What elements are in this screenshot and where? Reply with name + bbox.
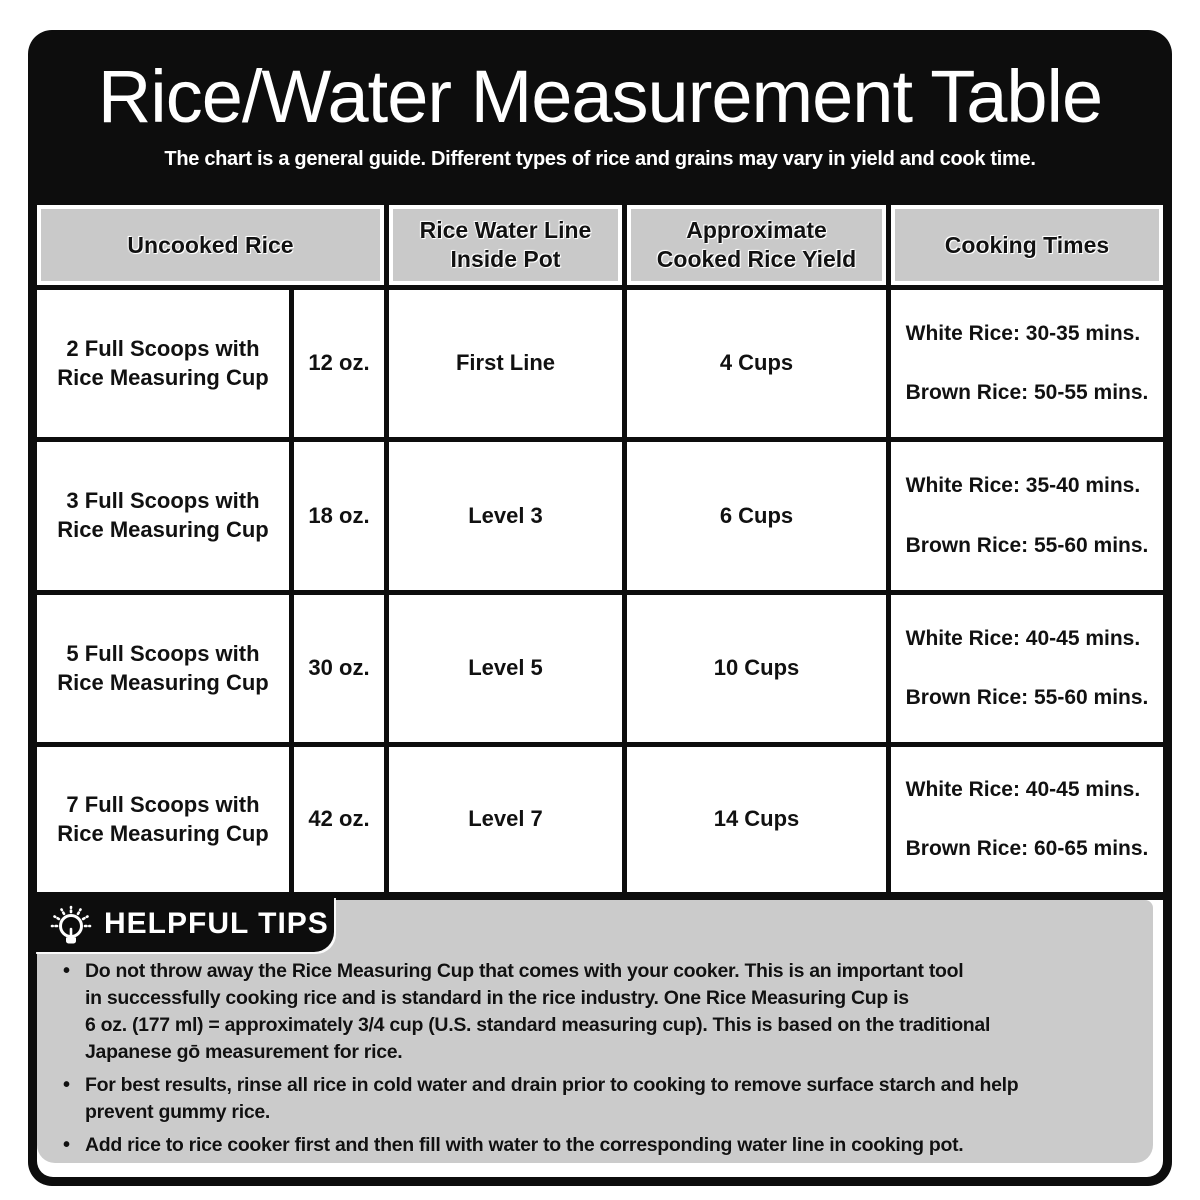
cell-cooking-times: White Rice: 30-35 mins. Brown Rice: 50-5… [891, 290, 1163, 437]
column-header-label: Rice Water Line Inside Pot [393, 209, 618, 281]
column-header-label: Cooking Times [895, 209, 1159, 281]
white-rice-time: White Rice: 35-40 mins. [905, 474, 1141, 498]
cell-scoops: 5 Full Scoops with Rice Measuring Cup [37, 595, 289, 742]
cell-scoops: 2 Full Scoops with Rice Measuring Cup [37, 290, 289, 437]
column-header-water-line: Rice Water Line Inside Pot [389, 205, 622, 285]
cell-cooking-times: White Rice: 40-45 mins. Brown Rice: 60-6… [891, 747, 1163, 892]
measurement-card: Rice/Water Measurement Table The chart i… [28, 30, 1172, 1186]
page-subtitle: The chart is a general guide. Different … [164, 148, 1036, 170]
brown-rice-time: Brown Rice: 60-65 mins. [905, 837, 1149, 861]
cell-yield: 4 Cups [627, 290, 886, 437]
white-rice-time: White Rice: 40-45 mins. [905, 626, 1141, 650]
cell-yield: 10 Cups [627, 595, 886, 742]
white-rice-time: White Rice: 30-35 mins. [905, 321, 1141, 345]
page-title: Rice/Water Measurement Table [97, 55, 1103, 138]
cell-yield: 6 Cups [627, 442, 886, 590]
column-header-uncooked-rice: Uncooked Rice [37, 205, 384, 285]
cell-cooking-times: White Rice: 40-45 mins. Brown Rice: 55-6… [891, 595, 1163, 742]
column-header-yield: Approximate Cooked Rice Yield [627, 205, 886, 285]
bullet: • [63, 1074, 71, 1096]
cell-water-line: Level 7 [389, 747, 622, 892]
tip-text: Add rice to rice cooker first and then f… [85, 1134, 964, 1156]
brown-rice-time: Brown Rice: 50-55 mins. [905, 381, 1149, 405]
cell-ounces: 42 oz. [294, 747, 384, 892]
white-rice-time: White Rice: 40-45 mins. [905, 777, 1141, 801]
lightbulb-icon [50, 905, 92, 944]
cell-water-line: First Line [389, 290, 622, 437]
column-header-label: Uncooked Rice [41, 209, 380, 281]
cell-ounces: 12 oz. [294, 290, 384, 437]
tip-item: • Do not throw away the Rice Measuring C… [63, 958, 1139, 1066]
bullet: • [63, 1134, 71, 1156]
cell-ounces: 30 oz. [294, 595, 384, 742]
helpful-tips-header: HELPFUL TIPS [34, 896, 334, 952]
helpful-tips-title: HELPFUL TIPS [104, 907, 329, 940]
cell-cooking-times: White Rice: 35-40 mins. Brown Rice: 55-6… [891, 442, 1163, 590]
cell-scoops: 3 Full Scoops with Rice Measuring Cup [37, 442, 289, 590]
tip-item: • For best results, rinse all rice in co… [63, 1072, 1139, 1126]
cell-water-line: Level 5 [389, 595, 622, 742]
column-header-cooking-times: Cooking Times [891, 205, 1163, 285]
tip-text: For best results, rinse all rice in cold… [85, 1074, 1019, 1123]
cell-yield: 14 Cups [627, 747, 886, 892]
brown-rice-time: Brown Rice: 55-60 mins. [905, 686, 1149, 710]
cell-scoops: 7 Full Scoops with Rice Measuring Cup [37, 747, 289, 892]
tip-text: Do not throw away the Rice Measuring Cup… [85, 960, 991, 1063]
cell-water-line: Level 3 [389, 442, 622, 590]
brown-rice-time: Brown Rice: 55-60 mins. [905, 533, 1149, 557]
measurement-table: Uncooked Rice Rice Water Line Inside Pot… [28, 200, 1172, 900]
cell-ounces: 18 oz. [294, 442, 384, 590]
tip-item: • Add rice to rice cooker first and then… [63, 1132, 1139, 1159]
column-header-label: Approximate Cooked Rice Yield [631, 209, 882, 281]
bullet: • [63, 960, 71, 982]
